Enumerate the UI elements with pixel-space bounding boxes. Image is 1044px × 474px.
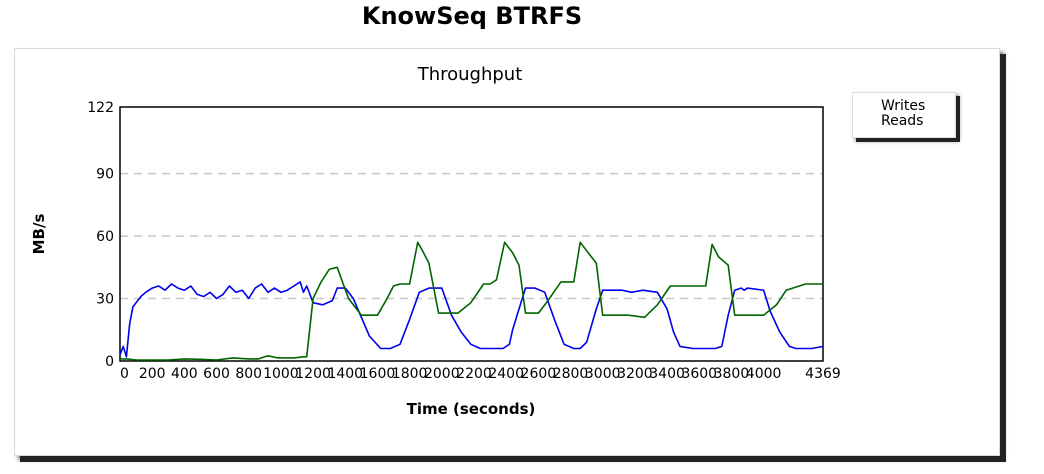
x-tick-label: 3400 [649, 366, 685, 382]
x-tick-label: 800 [235, 366, 262, 382]
legend: Writes Reads [852, 92, 956, 138]
x-tick-label: 1000 [263, 366, 299, 382]
x-tick-label: 1800 [392, 366, 428, 382]
x-tick-label: 600 [203, 366, 230, 382]
y-tick-label: 90 [96, 167, 114, 183]
gridlines [120, 172, 823, 300]
y-tick-label: 122 [87, 100, 114, 116]
chart-panel [14, 48, 1000, 456]
x-tick-label: 4000 [746, 366, 782, 382]
x-tick-label: 1400 [327, 366, 363, 382]
x-tick-label: 3200 [617, 366, 653, 382]
x-tick-label: 4369 [805, 366, 841, 382]
plot-area [119, 106, 824, 362]
legend-item-writes: Writes [881, 98, 926, 114]
x-tick-label: 3000 [585, 366, 621, 382]
x-tick-label: 0 [120, 366, 129, 382]
x-tick-label: 2400 [488, 366, 524, 382]
legend-item-reads: Reads [881, 113, 924, 129]
x-tick-label: 200 [139, 366, 166, 382]
x-tick-label: 2000 [424, 366, 460, 382]
page-title: KnowSeq BTRFS [361, 2, 583, 30]
y-axis-ticks: 0 30 60 90 122 [87, 100, 114, 370]
x-tick-label: 400 [171, 366, 198, 382]
x-tick-label: 1200 [295, 366, 331, 382]
y-axis-label: MB/s [30, 214, 48, 255]
series-lines [119, 241, 824, 361]
y-tick-label: 60 [96, 229, 114, 245]
y-tick-label: 0 [105, 354, 114, 370]
x-tick-label: 3600 [681, 366, 717, 382]
chart-title: Throughput [417, 64, 523, 85]
x-axis-ticks: 0 200 400 600 800 100012001400160018002000220… [120, 366, 841, 382]
y-tick-label: 30 [96, 292, 114, 308]
x-tick-label: 2600 [521, 366, 557, 382]
x-axis-label: Time (seconds) [407, 400, 536, 418]
x-tick-label: 1600 [360, 366, 396, 382]
x-tick-label: 3800 [714, 366, 750, 382]
x-tick-label: 2800 [553, 366, 589, 382]
x-tick-label: 2200 [456, 366, 492, 382]
series-line-reads [120, 241, 823, 361]
series-line-writes [119, 281, 824, 358]
